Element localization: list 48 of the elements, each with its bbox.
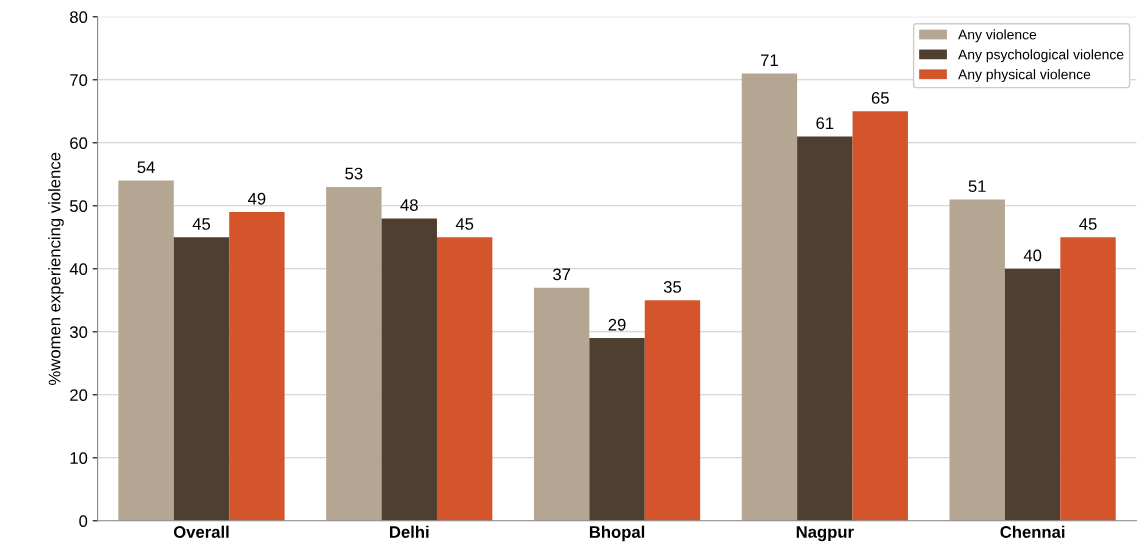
legend-label: Any violence: [958, 29, 1037, 43]
y-tick-label: 60: [70, 137, 88, 149]
x-tick-label: Chennai: [1000, 525, 1065, 538]
bar: [589, 338, 645, 521]
bar: [949, 199, 1005, 521]
bar: [326, 186, 382, 521]
data-label: 40: [1023, 249, 1042, 262]
bar: [741, 73, 798, 521]
data-label: 29: [608, 318, 626, 331]
data-label: 48: [400, 199, 418, 211]
data-label: 53: [345, 167, 363, 180]
data-label: 51: [968, 180, 986, 193]
data-label: 65: [871, 92, 889, 104]
y-tick-label: 80: [70, 11, 88, 23]
bar: [118, 180, 174, 521]
data-label: 45: [455, 218, 474, 230]
y-tick-label: 50: [69, 200, 88, 212]
data-label: 45: [1079, 218, 1097, 230]
bar: [229, 212, 285, 521]
y-tick-label: 70: [70, 74, 88, 86]
data-label: 37: [553, 268, 571, 281]
x-tick-label: Delhi: [390, 525, 429, 538]
legend-label: Any physical violence: [958, 69, 1091, 83]
bar: [852, 111, 908, 521]
y-tick-label: 40: [69, 263, 88, 275]
data-label: 61: [816, 117, 834, 130]
data-label: 71: [761, 54, 778, 66]
legend-label: Any psychological violence: [958, 49, 1124, 63]
data-label: 54: [137, 161, 155, 174]
bar: [644, 300, 701, 521]
bar: [1004, 268, 1061, 521]
x-tick-label: Overall: [173, 525, 229, 538]
bar: [533, 287, 590, 521]
bar: [797, 136, 853, 521]
y-tick-label: 30: [69, 326, 88, 338]
y-axis-title: %women experiencing violence: [48, 152, 64, 385]
data-label: 35: [663, 281, 682, 293]
bar: [173, 237, 230, 521]
bar: [1060, 237, 1116, 521]
x-tick-label: Bhopal: [589, 525, 645, 542]
bar: [381, 218, 437, 521]
data-label: 49: [248, 192, 266, 205]
data-label: 45: [192, 218, 211, 230]
x-tick-label: Nagpur: [796, 526, 854, 542]
y-tick-label: 20: [70, 389, 88, 401]
y-tick-label: 0: [79, 515, 88, 527]
bar: [436, 237, 493, 521]
y-tick-label: 10: [70, 452, 88, 464]
